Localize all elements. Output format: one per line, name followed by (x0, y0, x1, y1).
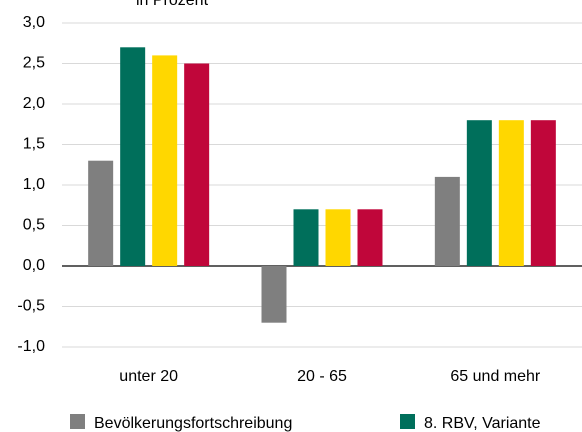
y-tick-label: -0,5 (17, 298, 45, 315)
y-tick-label: 0,0 (23, 257, 45, 274)
bar (293, 209, 319, 266)
legend-swatch (400, 414, 415, 429)
y-tick-label: 2,0 (23, 95, 45, 112)
bar (466, 120, 492, 266)
y-tick-label: 3,0 (23, 14, 45, 31)
bar (434, 176, 460, 266)
y-tick-label: 1,5 (23, 136, 45, 153)
bar (184, 63, 210, 266)
y-tick-label: 0,5 (23, 217, 45, 234)
y-tick-label: 1,0 (23, 176, 45, 193)
bar (530, 120, 556, 266)
x-tick-label: unter 20 (119, 368, 178, 385)
legend-label: Bevölkerungsfortschreibung (94, 415, 292, 432)
y-tick-label: -1,0 (17, 338, 45, 355)
bar (152, 55, 178, 267)
bar (120, 47, 146, 266)
bar (261, 266, 287, 323)
x-tick-label: 65 und mehr (450, 368, 541, 385)
bar (325, 209, 351, 266)
x-tick-label: 20 - 65 (297, 368, 347, 385)
legend-swatch (70, 414, 85, 429)
chart-title: in Prozent (136, 0, 209, 9)
y-tick-label: 2,5 (23, 55, 45, 72)
bar (357, 209, 383, 266)
bar (498, 120, 524, 266)
legend-label: 8. RBV, Variante (424, 415, 541, 432)
bar (88, 160, 114, 266)
